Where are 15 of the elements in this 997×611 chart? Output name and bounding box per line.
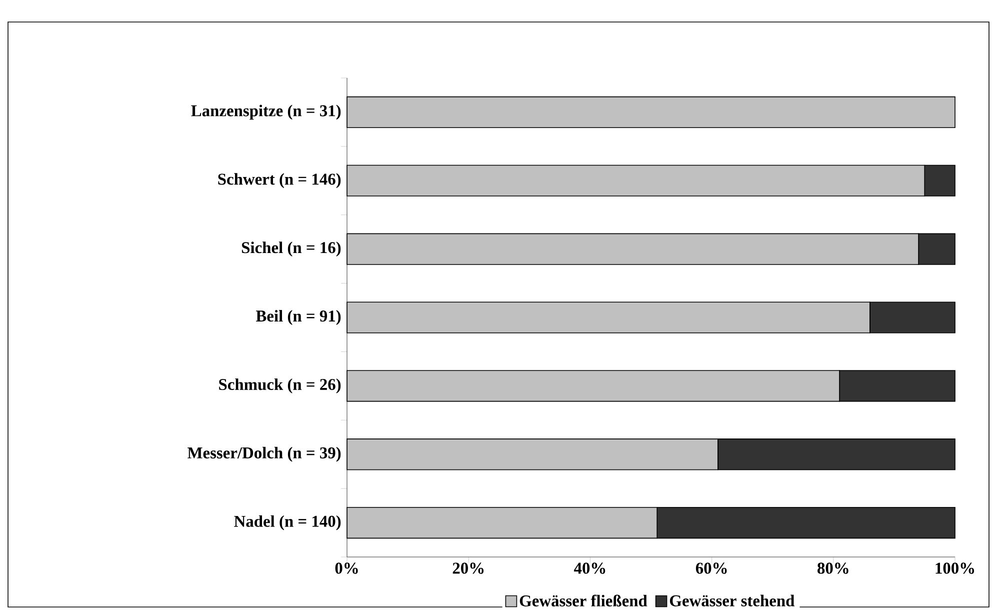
x-tick-label: 60%	[696, 562, 727, 574]
y-tick-label: Messer/Dolch (n = 39)	[188, 446, 341, 462]
legend-label: Gewässer stehend	[670, 594, 795, 606]
x-tick-label: 0%	[335, 562, 358, 574]
x-tick-label: 100%	[936, 562, 974, 574]
y-tick-label: Nadel (n = 140)	[234, 515, 341, 530]
x-tick-label: 80%	[818, 562, 848, 574]
y-tick-label: Schwert (n = 146)	[218, 173, 341, 188]
y-tick-label: Sichel (n = 16)	[242, 242, 341, 257]
legend-label: Gewässer fließend	[520, 594, 648, 606]
x-tick-label: 40%	[574, 562, 606, 574]
y-tick-label: Beil (n = 91)	[256, 310, 341, 325]
y-tick-label: Lanzenspitze (n = 31)	[191, 104, 341, 120]
y-tick-label: Schmuck (n = 26)	[219, 378, 341, 394]
x-tick-label: 20%	[452, 562, 484, 574]
